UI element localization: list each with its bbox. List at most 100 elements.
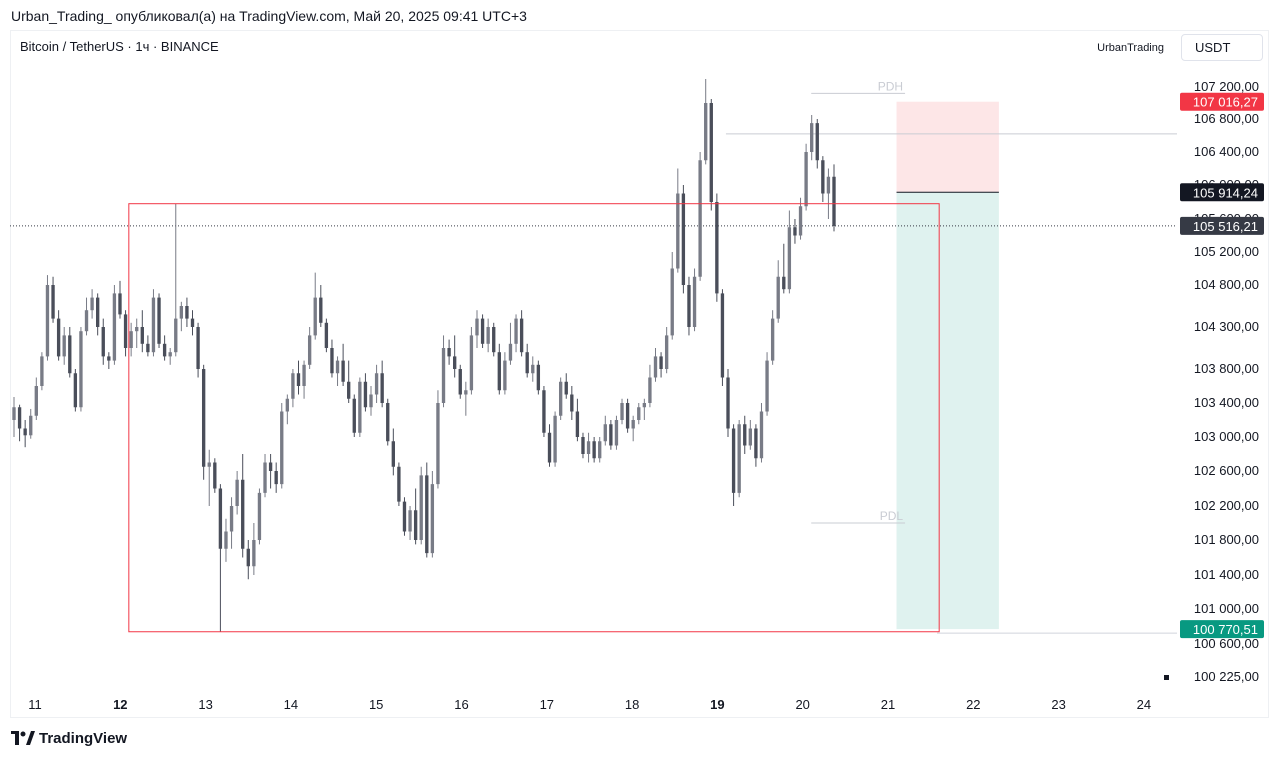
candle <box>464 381 468 416</box>
candle <box>263 454 267 498</box>
x-tick-label: 11 <box>28 697 42 712</box>
candle-body <box>709 103 713 202</box>
candle <box>598 437 602 463</box>
candle-body <box>776 276 780 319</box>
candle <box>469 327 474 395</box>
candle-body <box>581 437 585 454</box>
candle-body <box>547 432 552 463</box>
candle-body <box>570 394 574 412</box>
tradingview-logo-icon <box>11 731 35 745</box>
candle-body <box>101 327 105 357</box>
candle <box>257 488 262 545</box>
candle-body <box>174 318 178 353</box>
y-tick-label: 103 400,00 <box>1194 395 1259 410</box>
candle-body <box>586 441 591 454</box>
candle-body <box>363 381 368 408</box>
candle <box>157 293 161 348</box>
annotation-label-pdl: PDL <box>880 509 904 523</box>
candle <box>804 143 808 211</box>
candle-body <box>419 475 423 540</box>
candle <box>536 360 541 395</box>
candle <box>815 119 819 169</box>
candle-body <box>726 377 730 429</box>
current-price-tag <box>1180 216 1264 235</box>
price-labels: 107 016,27 105 914,24 105 516,21 100 770,51 <box>1180 92 1264 639</box>
candle <box>185 297 189 327</box>
candle <box>648 364 652 408</box>
candle <box>68 327 72 378</box>
candle <box>380 360 384 408</box>
candle-body <box>296 373 301 386</box>
candle-body <box>453 356 457 369</box>
candle-body <box>140 327 144 344</box>
symbol-title[interactable]: Bitcoin / TetherUS · 1ч · BINANCE <box>20 39 219 54</box>
candle <box>369 386 373 416</box>
candle-body <box>402 501 407 532</box>
candle <box>765 352 769 416</box>
candle-body <box>625 403 630 429</box>
candle <box>531 356 535 382</box>
currency-button[interactable]: USDT <box>1181 34 1263 61</box>
candle-body <box>335 360 340 374</box>
y-tick-label: 103 800,00 <box>1194 361 1259 376</box>
candle <box>391 428 395 476</box>
current-price-label: 105 516,21 <box>1193 219 1258 234</box>
candle-body <box>704 103 708 161</box>
candle <box>798 197 803 240</box>
candle <box>514 314 518 353</box>
y-tick-label: 104 800,00 <box>1194 277 1259 292</box>
candle-body <box>157 297 161 344</box>
candle <box>179 301 184 332</box>
tradingview-logo[interactable]: TradingView <box>11 729 127 747</box>
candle <box>425 462 429 558</box>
y-tick-label: 106 400,00 <box>1194 144 1259 159</box>
candle <box>107 352 111 369</box>
candle-body <box>45 285 50 357</box>
candle <box>40 352 44 391</box>
candle-body <box>810 123 814 152</box>
candle <box>241 454 245 558</box>
candle <box>96 293 100 336</box>
candle-body <box>575 411 580 437</box>
candle-body <box>492 327 496 353</box>
candle <box>402 497 407 536</box>
candle <box>821 156 825 202</box>
candle-body <box>436 403 440 485</box>
candle-body <box>291 373 295 399</box>
candle-body <box>469 335 474 391</box>
candle-body <box>592 441 596 459</box>
candle-body <box>135 327 139 332</box>
candle <box>123 310 128 357</box>
candle <box>497 343 501 395</box>
time-axis: 11 12 13 14 15 16 17 18 19 20 21 22 23 24 <box>28 697 1151 712</box>
candle <box>252 523 256 575</box>
candle <box>754 424 758 467</box>
candle-body <box>653 356 658 378</box>
candle <box>447 339 451 365</box>
stop-price-tag <box>1180 92 1264 111</box>
candle <box>319 285 323 327</box>
chart-frame <box>10 30 1269 718</box>
candle <box>653 348 658 382</box>
entry-price-label: 105 914,24 <box>1193 185 1258 200</box>
candle-body <box>12 407 16 420</box>
candle <box>503 352 507 395</box>
candle-body <box>731 428 736 493</box>
candle-body <box>274 471 278 485</box>
candle <box>709 99 713 211</box>
candle <box>453 335 457 378</box>
candle-body <box>313 297 317 336</box>
candle-body <box>447 348 451 357</box>
candle-body <box>464 390 468 395</box>
candle-body <box>681 193 686 285</box>
candle-body <box>17 407 22 429</box>
candle-body <box>598 441 602 459</box>
candle-body <box>162 343 167 357</box>
candle <box>793 219 797 244</box>
candle-body <box>190 318 195 327</box>
candle <box>62 327 66 365</box>
candle <box>419 466 423 545</box>
y-tick-label: 102 600,00 <box>1194 463 1259 478</box>
